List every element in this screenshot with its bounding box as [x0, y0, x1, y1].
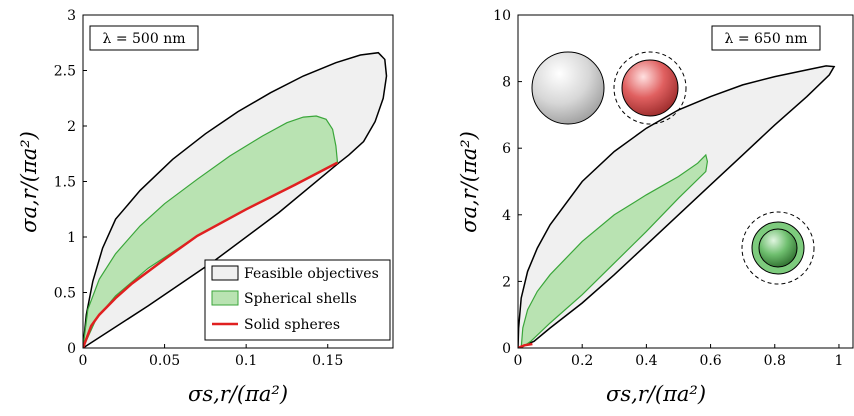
x-tick-label: 0.1 [235, 353, 257, 369]
chart-panel-500nm: 0 0.05 0.1 0.15 0 0.5 1 1.5 2 2.5 3 σs,r/(πa²) σa… [17, 8, 394, 406]
series-spherical-shells [520, 153, 709, 348]
x-tick-label: 0 [514, 353, 523, 369]
y-tick-label: 2.5 [54, 64, 76, 80]
y-tick-label: 2 [502, 274, 511, 290]
x-axis: 0 0.2 0.4 0.6 0.8 1 [514, 344, 843, 369]
x-tick-label: 1 [834, 353, 843, 369]
x-axis: 0 0.05 0.1 0.15 [79, 344, 343, 369]
legend: Feasible objectives Spherical shells Sol… [204, 259, 391, 341]
legend-swatch-shells [211, 290, 239, 306]
y-tick-label: 0 [502, 341, 511, 357]
x-tick-label: 0.4 [635, 353, 657, 369]
y-tick-label: 4 [502, 208, 511, 224]
wavelength-annotation: λ = 650 nm [711, 25, 821, 51]
legend-label-feasible: Feasible objectives [244, 266, 379, 282]
plot-area [518, 65, 836, 348]
x-tick-label: 0.6 [699, 353, 721, 369]
wavelength-annotation: λ = 500 nm [89, 25, 199, 51]
x-axis-label: σs,r/(πa²) [188, 382, 288, 406]
y-axis: 0 2 4 6 8 10 [493, 8, 522, 357]
y-axis: 0 0.5 1 1.5 2 2.5 3 [54, 8, 87, 357]
x-axis-label: σs,r/(πa²) [606, 382, 706, 406]
series-solid-spheres [83, 161, 339, 348]
legend-label-shells: Spherical shells [244, 291, 357, 307]
series-solid-spheres [518, 342, 533, 348]
y-tick-label: 1 [67, 230, 76, 246]
y-tick-label: 1.5 [54, 175, 76, 191]
wavelength-label: λ = 650 nm [725, 31, 808, 47]
shell-sphere-green-illustration [741, 211, 815, 285]
y-tick-label: 0 [67, 341, 76, 357]
y-tick-label: 8 [502, 75, 511, 91]
x-tick-label: 0.8 [764, 353, 786, 369]
y-tick-label: 6 [502, 141, 511, 157]
x-tick-label: 0.05 [149, 353, 180, 369]
legend-label-solid: Solid spheres [244, 317, 340, 333]
plot-area [83, 51, 388, 348]
plot-frame [517, 14, 854, 349]
legend-swatch-feasible [211, 265, 239, 281]
shell-sphere-red-illustration [613, 51, 687, 125]
y-tick-label: 3 [67, 8, 76, 24]
solid-sphere-illustration [531, 51, 605, 125]
x-tick-label: 0.15 [312, 353, 343, 369]
y-axis-label: σa,r/(πa²) [457, 131, 481, 233]
y-tick-label: 2 [67, 119, 76, 135]
chart-panel-650nm: 0 0.2 0.4 0.6 0.8 1 0 2 4 6 8 10 σs,r/(πa²) σa,r/(… [457, 8, 854, 406]
y-axis-label: σa,r/(πa²) [17, 131, 41, 233]
wavelength-label: λ = 500 nm [103, 31, 186, 47]
x-tick-label: 0 [79, 353, 88, 369]
x-tick-label: 0.2 [571, 353, 593, 369]
y-tick-label: 0.5 [54, 286, 76, 302]
y-tick-label: 10 [493, 8, 511, 24]
